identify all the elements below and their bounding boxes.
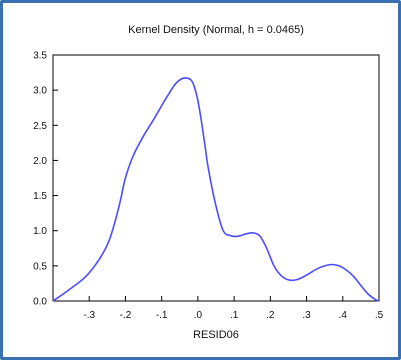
y-tick-label: 0.5 [33,261,47,272]
y-tick-label: 2.5 [33,121,47,132]
chart-title: Kernel Density (Normal, h = 0.0465) [128,24,304,36]
x-tick-label: -.3 [83,310,95,321]
x-tick-label: -.2 [120,310,132,321]
x-axis: -.3 -.2 -.1 .0 .1 .2 .3 .4 .5 [83,296,384,321]
x-tick-label: .5 [375,310,384,321]
x-tick-label: .1 [230,310,239,321]
x-tick-label: .0 [194,310,203,321]
y-tick-label: 3.0 [33,86,47,97]
y-axis: 0.0 0.5 1.0 1.5 2.0 2.5 3.0 3.5 [33,51,58,308]
x-tick-label: .3 [302,310,311,321]
y-tick-label: 3.5 [33,51,47,62]
y-tick-label: 1.5 [33,191,47,202]
y-tick-label: 1.0 [33,226,47,237]
y-tick-label: 2.0 [33,156,47,167]
plot-area [52,54,380,302]
density-chart: Kernel Density (Normal, h = 0.0465) 0.00… [33,24,384,341]
x-tick-label: -.1 [156,310,168,321]
x-axis-label: RESID06 [193,329,239,341]
density-line [52,77,380,302]
x-tick-label: .4 [339,310,348,321]
x-tick-label: .2 [266,310,275,321]
y-tick-label: 0.0 [33,297,47,308]
